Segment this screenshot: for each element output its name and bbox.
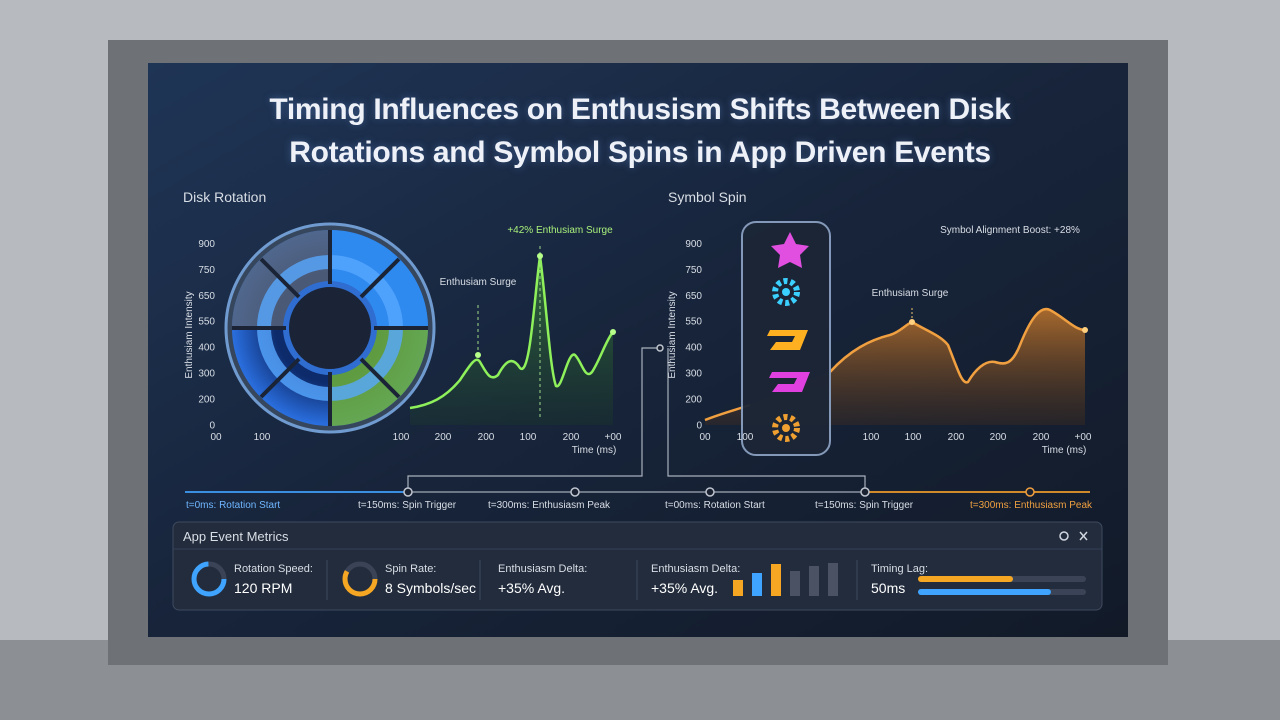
- x-tick-label: 200: [1033, 432, 1050, 443]
- panel-heading: Disk Rotation: [183, 189, 266, 205]
- x-tick-label: 100: [393, 432, 410, 443]
- y-tick-label: 750: [685, 265, 702, 276]
- y-tick-label: 650: [685, 291, 702, 302]
- y-tick-label: 0: [696, 420, 702, 431]
- x-tick-label: 100: [254, 432, 271, 443]
- y-tick-label: 0: [209, 420, 215, 431]
- timeline-label: t=300ms: Enthusiasm Peak: [488, 500, 611, 511]
- connector: [407, 347, 866, 492]
- x-axis-label: Time (ms): [572, 445, 617, 456]
- metric-value: +35% Avg.: [651, 580, 718, 596]
- metric-label: Enthusiasm Delta:: [651, 563, 740, 575]
- point: [909, 319, 915, 325]
- x-tick-label: 100: [520, 432, 537, 443]
- y-tick-label: 200: [198, 394, 215, 405]
- lag-bars: [918, 576, 1086, 595]
- area: [410, 256, 613, 425]
- annotation: Enthusiam Surge: [872, 288, 949, 299]
- symbol-reel: [741, 221, 831, 456]
- panel-heading: Symbol Spin: [668, 189, 747, 205]
- metric-label: Spin Rate:: [385, 563, 436, 575]
- y-tick-label: 200: [685, 394, 702, 405]
- y-tick-label: 300: [198, 369, 215, 380]
- x-tick-label: +00: [605, 432, 622, 443]
- metrics-title: App Event Metrics: [183, 529, 289, 544]
- y-tick-label: 550: [198, 317, 215, 328]
- gauge: [191, 561, 227, 597]
- disk-graphic: [224, 222, 436, 434]
- metric-value: 50ms: [871, 580, 905, 596]
- x-tick-label: 200: [435, 432, 452, 443]
- x-tick-label: 00: [699, 432, 711, 443]
- annotation: Enthusiam Surge: [440, 277, 517, 288]
- y-tick-label: 400: [198, 343, 215, 354]
- timeline-label: t=0ms: Rotation Start: [186, 500, 280, 511]
- x-tick-label: 00: [210, 432, 222, 443]
- annotation: +42% Enthusiam Surge: [507, 225, 613, 236]
- timeline-label: t=150ms: Spin Trigger: [358, 500, 457, 511]
- y-tick-label: 300: [685, 369, 702, 380]
- y-tick-label: 550: [685, 317, 702, 328]
- point: [475, 352, 481, 358]
- x-tick-label: 100: [863, 432, 880, 443]
- x-tick-label: 200: [948, 432, 965, 443]
- x-tick-label: 200: [478, 432, 495, 443]
- timeline-label: t=300ms: Enthusiasm Peak: [970, 500, 1093, 511]
- dividers: [326, 560, 858, 600]
- point: [537, 253, 543, 259]
- y-tick-label: 900: [198, 239, 215, 250]
- point: [1082, 327, 1088, 333]
- y-tick-label: 900: [685, 239, 702, 250]
- y-tick-label: 750: [198, 265, 215, 276]
- metric-label: Rotation Speed:: [234, 563, 313, 575]
- line: [409, 255, 614, 410]
- title: Timing Influences on Enthusism Shifts Be…: [269, 93, 1011, 169]
- x-tick-label: 200: [990, 432, 1007, 443]
- gauge: [342, 561, 378, 597]
- y-axis-label: Enthusiam Intensity: [184, 291, 195, 378]
- x-tick-label: 100: [905, 432, 922, 443]
- refresh-button[interactable]: [1059, 531, 1069, 541]
- metric-value: +35% Avg.: [498, 580, 565, 596]
- timeline-dots: [403, 344, 1035, 497]
- close-button[interactable]: [1079, 531, 1088, 541]
- y-tick-label: 650: [198, 291, 215, 302]
- y-tick-label: 400: [685, 343, 702, 354]
- timeline-label: t=150ms: Spin Trigger: [815, 500, 914, 511]
- x-tick-label: 100: [737, 432, 754, 443]
- metric-value: 120 RPM: [234, 580, 292, 596]
- metric-label: Timing Lag:: [871, 563, 928, 575]
- timeline-label: t=00ms: Rotation Start: [665, 500, 765, 511]
- metric-value: 8 Symbols/sec: [385, 580, 476, 596]
- metric-label: Enthusiasm Delta:: [498, 563, 587, 575]
- x-axis-label: Time (ms): [1042, 445, 1087, 456]
- annotation: Symbol Alignment Boost: +28%: [940, 225, 1080, 236]
- x-tick-label: +00: [1075, 432, 1092, 443]
- y-axis-label: Enthusiam Intensity: [667, 291, 678, 378]
- x-tick-label: 200: [563, 432, 580, 443]
- mini-bars: [733, 563, 838, 596]
- point: [610, 329, 616, 335]
